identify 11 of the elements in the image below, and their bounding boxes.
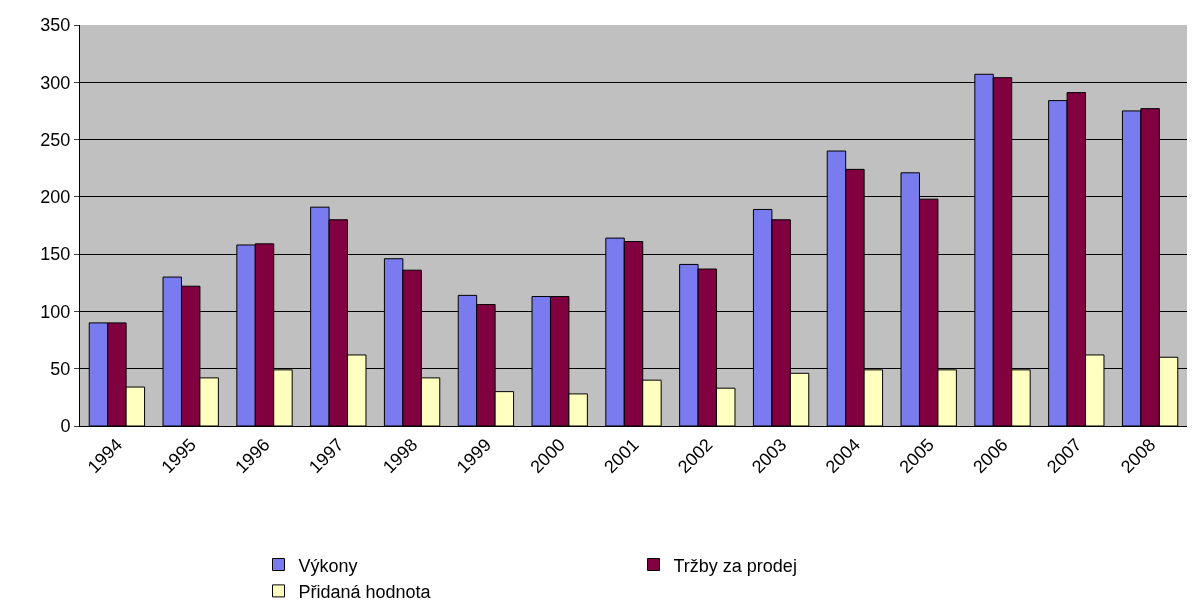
y-tick-label: 50 <box>50 359 71 380</box>
y-tick-label: 300 <box>40 72 71 93</box>
y-tick-label: 0 <box>60 416 71 437</box>
legend-label: Výkony <box>298 555 358 576</box>
legend-label: Přidaná hodnota <box>298 581 432 602</box>
legend-label: Tržby za prodej <box>673 555 797 576</box>
y-tick-label: 250 <box>40 129 71 150</box>
y-tick-label: 350 <box>40 15 71 36</box>
y-tick-label: 150 <box>40 244 71 265</box>
y-tick-label: 200 <box>40 187 71 208</box>
y-tick-label: 100 <box>40 301 71 322</box>
